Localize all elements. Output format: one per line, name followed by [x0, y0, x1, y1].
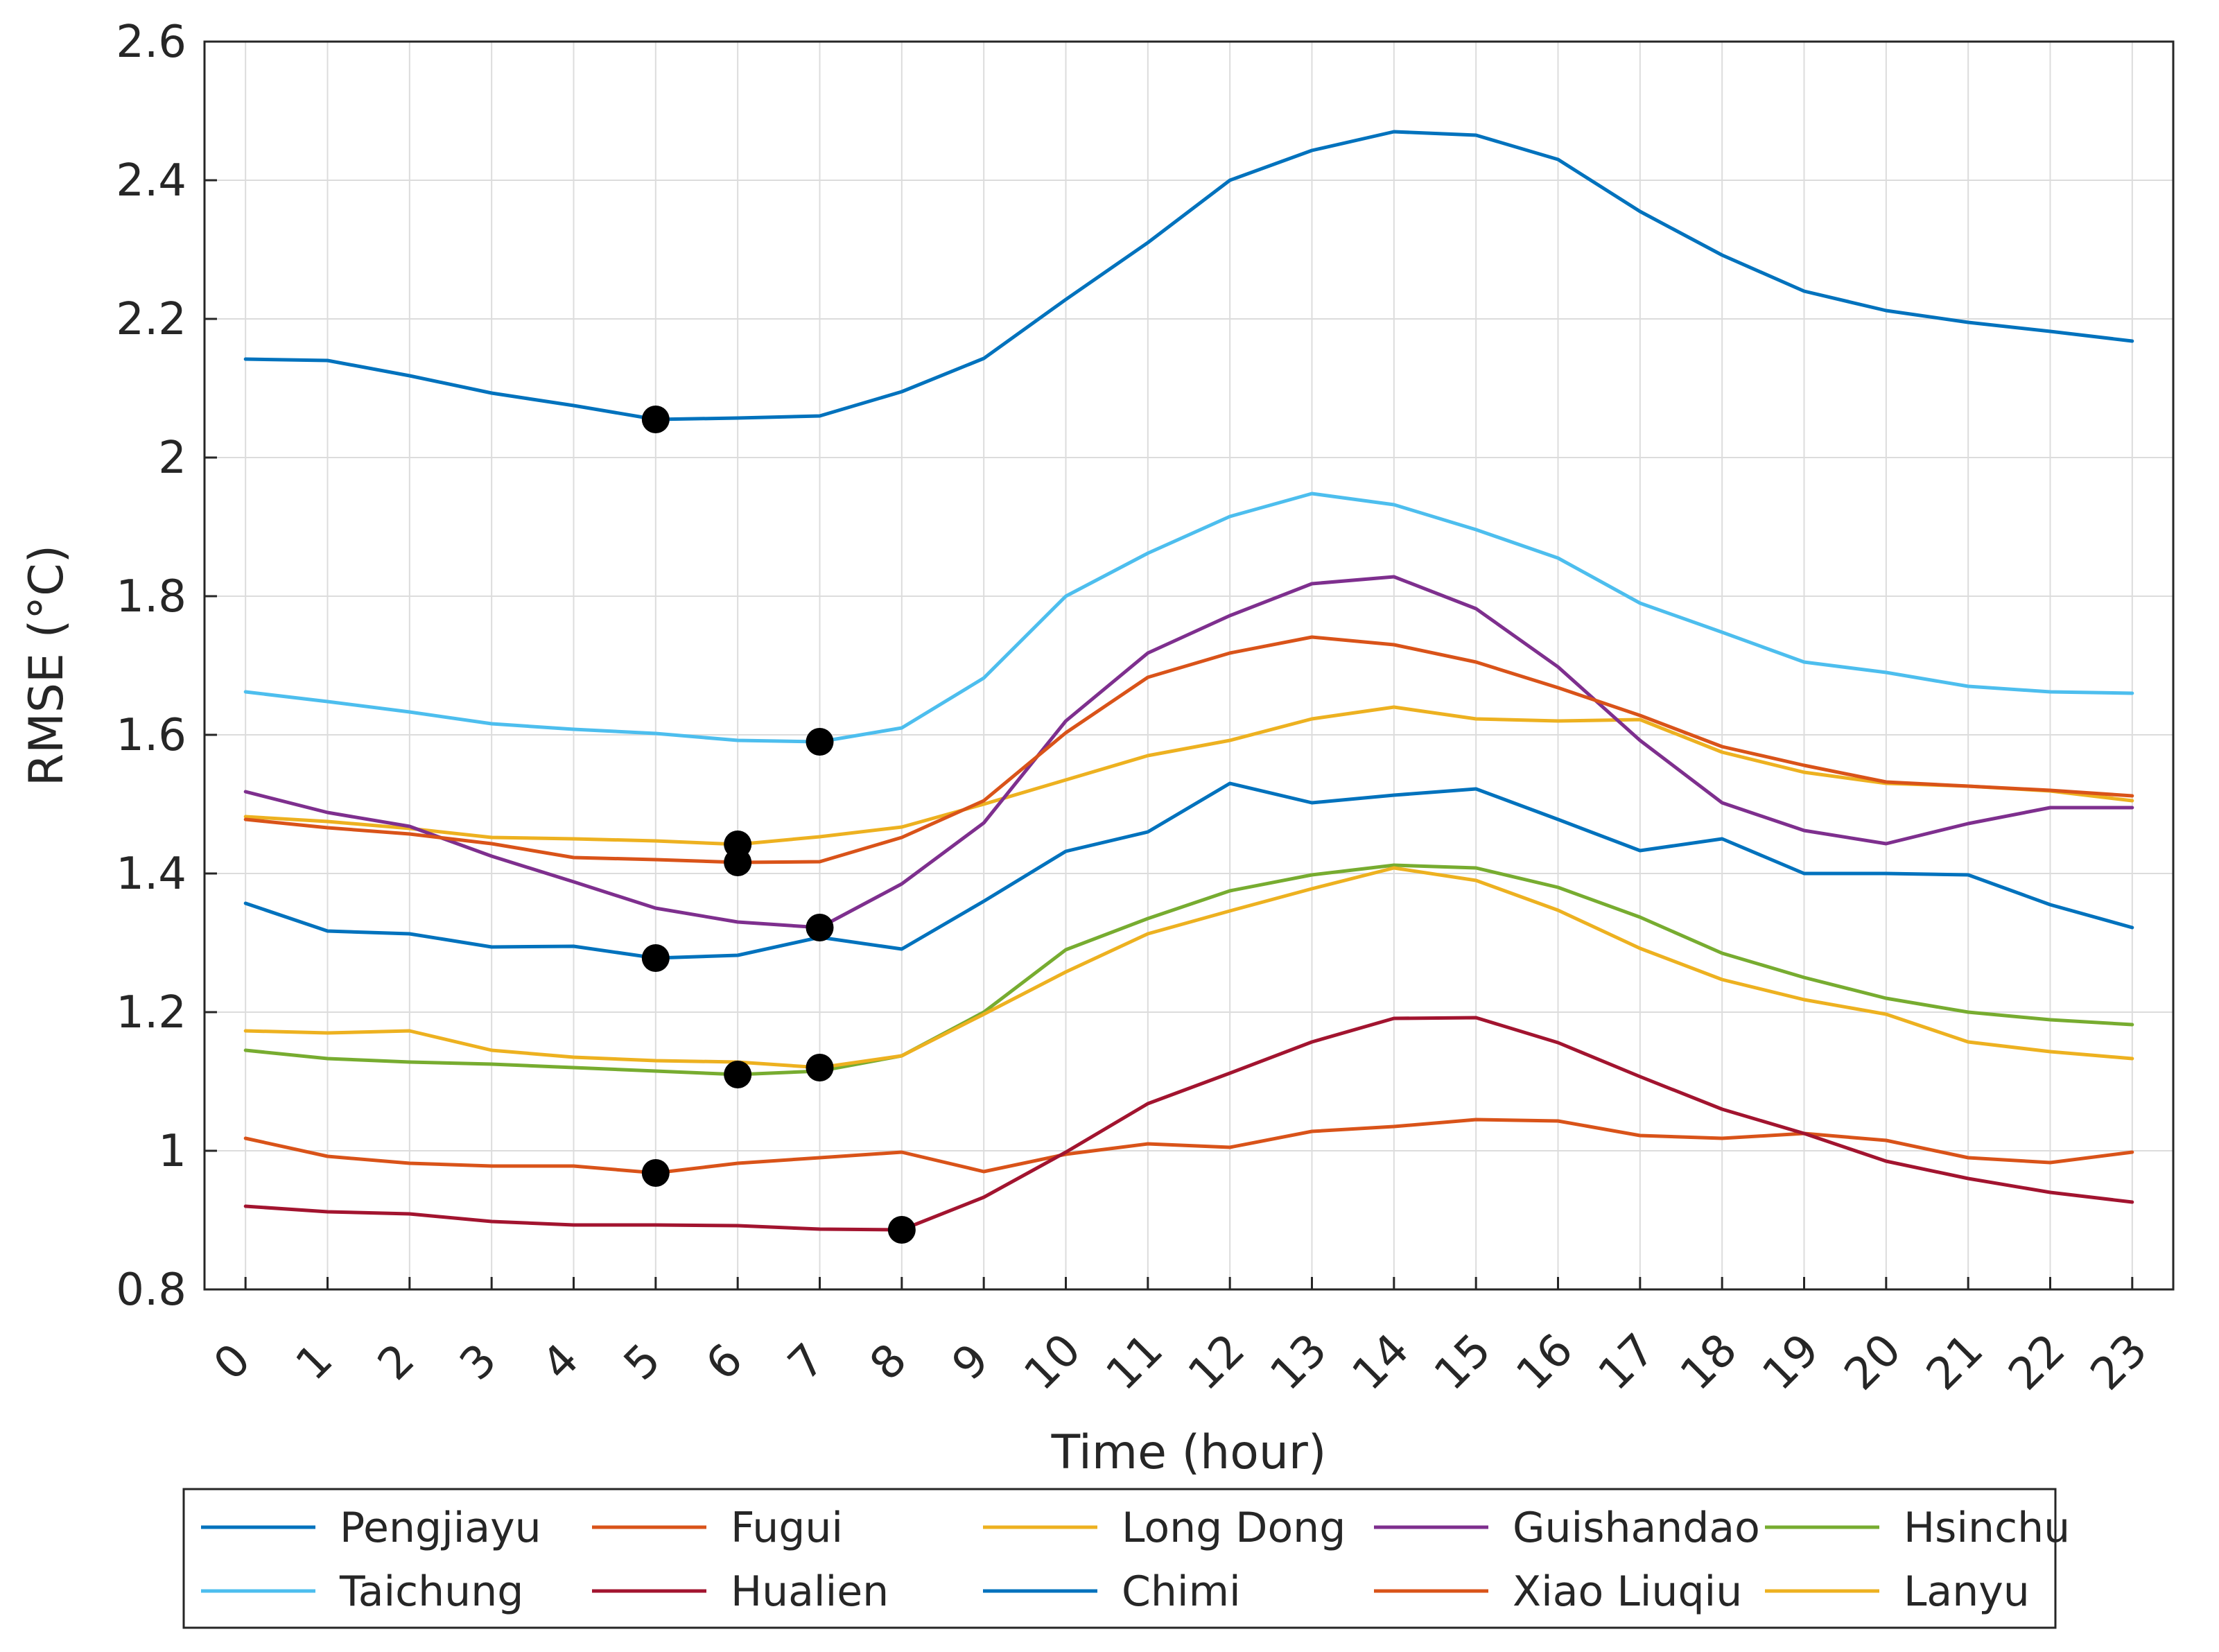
y-tick-label: 1 [158, 1126, 186, 1177]
min-marker-lanyu [806, 1054, 834, 1081]
series-line-lanyu [243, 866, 2134, 1070]
series-line-hsinchu [243, 863, 2134, 1077]
min-marker-hualien [887, 1216, 916, 1244]
series-line-xiao-liuqiu [243, 635, 2134, 864]
legend: Pengjiayu Fugui Long Dong Guishandao Hsinchu… [182, 1488, 2070, 1629]
series-lines [243, 130, 2134, 1232]
min-marker-hsinchu [724, 1061, 752, 1088]
y-tick-label: 1.4 [116, 849, 186, 900]
min-marker-chimi [641, 944, 670, 972]
legend-label-chimi: Chimi [1122, 1567, 1241, 1616]
y-axis-title: RMSE (°C) [19, 545, 74, 786]
series-line-pengjiayu [243, 130, 2134, 421]
series-line-chimi [243, 781, 2134, 960]
y-tick-label: 0.8 [116, 1264, 186, 1316]
y-tick-label: 2.6 [116, 17, 186, 68]
legend-box [182, 1488, 2057, 1629]
y-axis-ticks: 0.8 1 1.2 1.4 1.6 1.8 2 2.2 2.4 2.6 [116, 17, 217, 1316]
min-marker-pengjiayu [641, 406, 670, 433]
y-tick-label: 2 [158, 433, 186, 484]
series-line-long-dong [243, 705, 2134, 846]
y-tick-label: 1.2 [116, 987, 186, 1038]
legend-label-hualien: Hualien [731, 1567, 889, 1616]
min-marker-taichung [806, 728, 834, 756]
legend-label-taichung: Taichung [339, 1567, 523, 1616]
y-tick-label: 1.8 [116, 571, 186, 623]
y-tick-label: 2.4 [116, 155, 186, 207]
y-tick-label: 1.6 [116, 710, 186, 761]
min-marker-xiao-liuqiu [724, 849, 752, 876]
series-line-guishandao [243, 575, 2134, 930]
plot-frame [203, 40, 2175, 1291]
series-line-hualien [243, 1016, 2134, 1232]
legend-label-long-dong: Long Dong [1122, 1504, 1346, 1552]
legend-label-xiao-liuqiu: Xiao Liuqiu [1513, 1567, 1742, 1616]
min-marker-fugui [641, 1159, 670, 1187]
series-line-fugui [243, 1118, 2134, 1175]
legend-label-fugui: Fugui [731, 1504, 843, 1552]
legend-label-guishandao: Guishandao [1513, 1504, 1760, 1552]
x-axis-title: Time (hour) [1051, 1425, 1327, 1480]
series-line-taichung [243, 492, 2134, 744]
legend-label-lanyu: Lanyu [1904, 1567, 2030, 1616]
legend-label-pengjiayu: Pengjiayu [340, 1504, 541, 1552]
minimum-markers [641, 406, 916, 1244]
legend-label-hsinchu: Hsinchu [1904, 1504, 2070, 1552]
min-marker-guishandao [806, 914, 834, 941]
y-tick-label: 2.2 [116, 294, 186, 345]
